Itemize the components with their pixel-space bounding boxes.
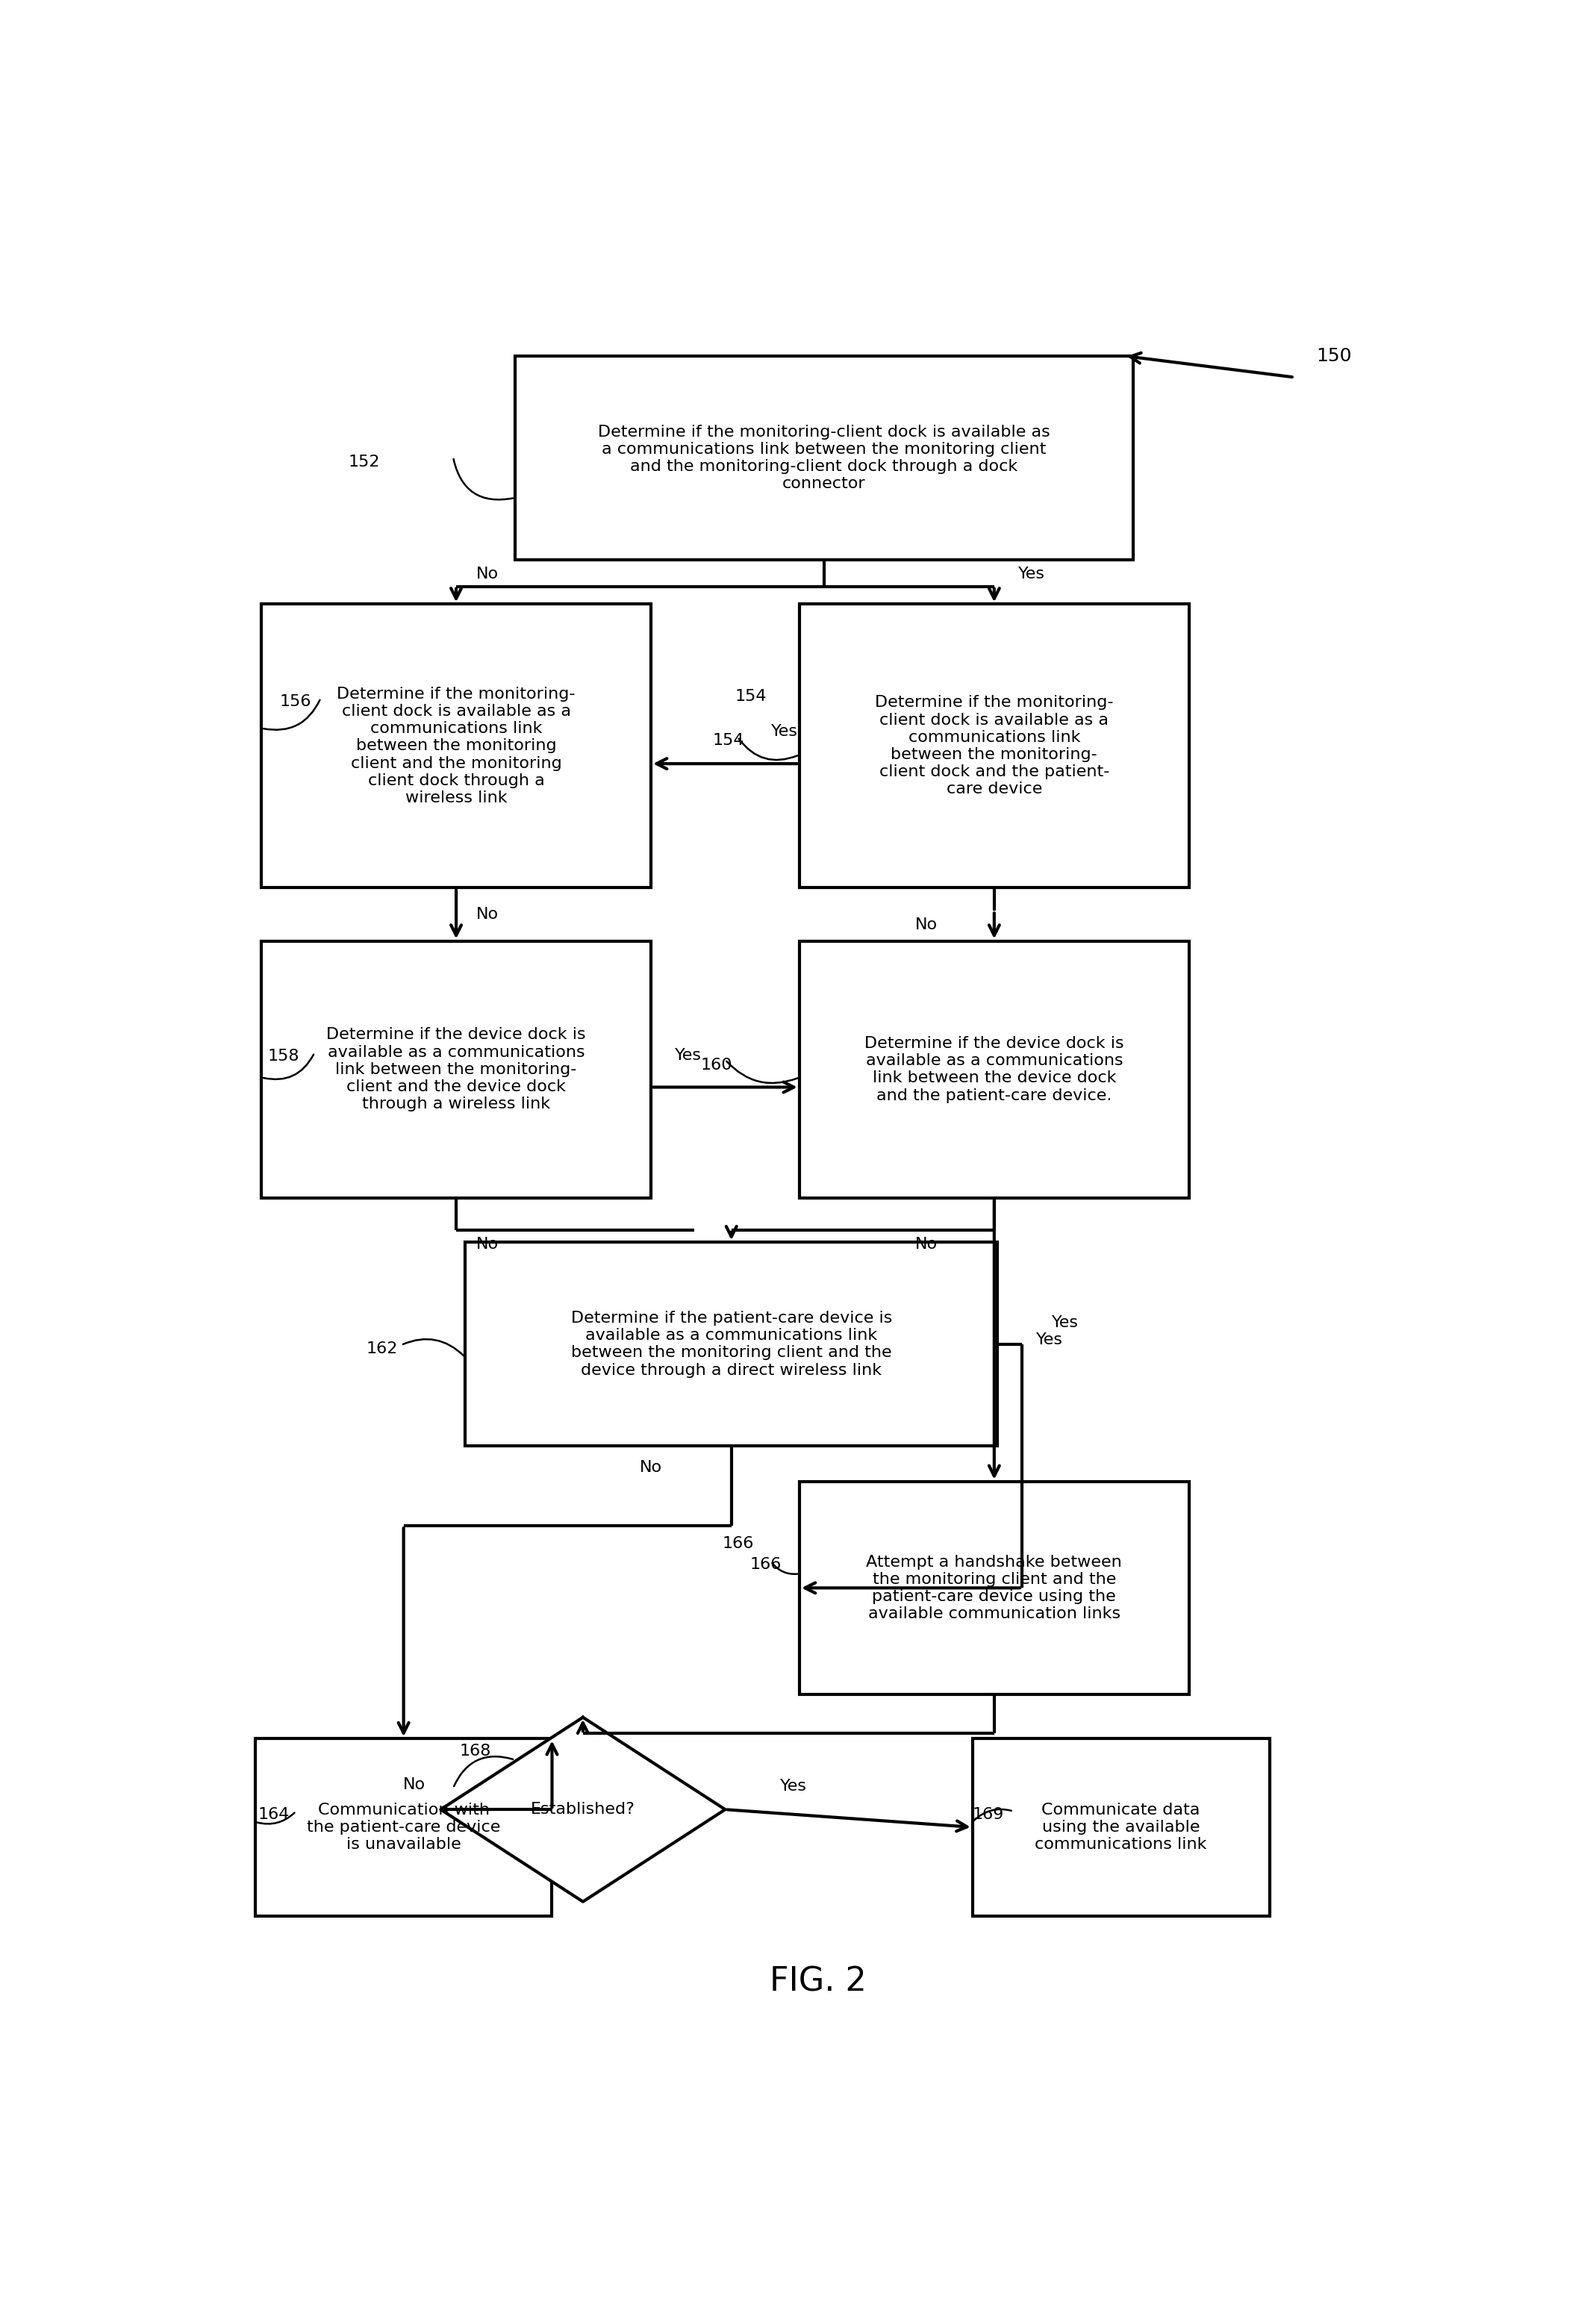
Text: Yes: Yes xyxy=(1018,566,1045,582)
Text: 154: 154 xyxy=(736,688,766,704)
Text: No: No xyxy=(404,1777,426,1793)
Text: 169: 169 xyxy=(972,1807,1004,1823)
Text: Established?: Established? xyxy=(531,1802,635,1816)
Bar xyxy=(466,1243,997,1446)
Text: Communication with
the patient-care device
is unavailable: Communication with the patient-care devi… xyxy=(306,1802,501,1853)
Text: Yes: Yes xyxy=(675,1047,702,1064)
Text: No: No xyxy=(640,1459,662,1476)
Text: Determine if the device dock is
available as a communications
link between the m: Determine if the device dock is availabl… xyxy=(327,1027,586,1112)
Text: 164: 164 xyxy=(257,1807,289,1823)
Text: FIG. 2: FIG. 2 xyxy=(769,1966,867,1998)
Text: Yes: Yes xyxy=(1036,1333,1063,1347)
Text: 168: 168 xyxy=(460,1743,492,1759)
Text: 152: 152 xyxy=(348,456,380,470)
Text: Communicate data
using the available
communications link: Communicate data using the available com… xyxy=(1034,1802,1207,1853)
Text: Determine if the monitoring-
client dock is available as a
communications link
b: Determine if the monitoring- client dock… xyxy=(337,686,576,806)
Text: Yes: Yes xyxy=(780,1779,806,1793)
Text: 158: 158 xyxy=(268,1050,300,1064)
Text: Yes: Yes xyxy=(1052,1314,1079,1331)
Text: Determine if the monitoring-client dock is available as
a communications link be: Determine if the monitoring-client dock … xyxy=(598,424,1050,490)
Text: Determine if the device dock is
available as a communications
link between the d: Determine if the device dock is availabl… xyxy=(865,1036,1124,1103)
Bar xyxy=(800,603,1189,889)
Text: Determine if the monitoring-
client dock is available as a
communications link
b: Determine if the monitoring- client dock… xyxy=(875,695,1114,796)
Bar xyxy=(800,942,1189,1197)
Text: Yes: Yes xyxy=(771,725,798,739)
Text: No: No xyxy=(476,1236,498,1252)
Text: 160: 160 xyxy=(701,1057,733,1073)
Text: No: No xyxy=(476,566,498,582)
Bar xyxy=(255,1738,552,1915)
Bar xyxy=(262,942,651,1197)
Text: No: No xyxy=(476,907,498,921)
Polygon shape xyxy=(440,1717,725,1901)
Bar xyxy=(262,603,651,889)
Text: No: No xyxy=(915,918,937,932)
Text: 166: 166 xyxy=(721,1535,753,1552)
Text: 162: 162 xyxy=(367,1342,397,1356)
Bar xyxy=(972,1738,1269,1915)
Text: 166: 166 xyxy=(750,1558,782,1572)
Text: Determine if the patient-care device is
available as a communications link
betwe: Determine if the patient-care device is … xyxy=(571,1310,892,1377)
Text: Attempt a handshake between
the monitoring client and the
patient-care device us: Attempt a handshake between the monitori… xyxy=(867,1554,1122,1621)
Bar xyxy=(516,357,1133,559)
Text: 156: 156 xyxy=(279,695,311,709)
Text: 154: 154 xyxy=(713,732,745,748)
Text: No: No xyxy=(915,1236,937,1252)
Bar xyxy=(800,1482,1189,1694)
Text: 150: 150 xyxy=(1317,348,1352,366)
